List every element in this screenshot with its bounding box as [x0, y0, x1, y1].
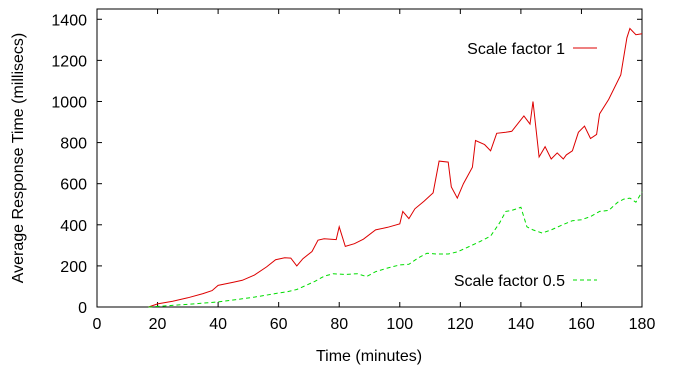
y-tick-label: 600: [60, 177, 87, 194]
legend: Scale factor 1 Scale factor 0.5: [454, 41, 597, 290]
x-tick-label: 160: [568, 316, 595, 333]
y-axis-ticks: 0 200 400 600 800 1000 1200 1400: [51, 12, 642, 317]
x-tick-label: 140: [508, 316, 535, 333]
y-tick-label: 1200: [51, 53, 87, 70]
y-tick-label: 0: [78, 300, 87, 317]
legend-label-1: Scale factor 1: [467, 41, 565, 58]
plot-frame: [96, 8, 643, 308]
x-tick-label: 80: [330, 316, 348, 333]
x-tick-label: 0: [93, 316, 102, 333]
y-axis-label: Average Response Time (millisecs): [10, 33, 27, 283]
legend-label-2: Scale factor 0.5: [454, 273, 565, 290]
y-tick-label: 800: [60, 136, 87, 153]
series-line-1: [148, 27, 643, 308]
x-tick-label: 60: [270, 316, 288, 333]
x-axis-label: Time (minutes): [316, 348, 422, 365]
series-line-2: [148, 191, 643, 308]
y-tick-label: 200: [60, 259, 87, 276]
y-tick-label: 400: [60, 218, 87, 235]
x-tick-label: 120: [447, 316, 474, 333]
x-tick-label: 20: [149, 316, 167, 333]
series-layer: [148, 27, 643, 308]
x-tick-label: 40: [209, 316, 227, 333]
y-tick-label: 1400: [51, 12, 87, 29]
x-axis-ticks: 0 20 40 60 80 100 120 140 160 180: [93, 9, 656, 333]
x-tick-label: 180: [629, 316, 656, 333]
x-tick-label: 100: [386, 316, 413, 333]
y-tick-label: 1000: [51, 94, 87, 111]
